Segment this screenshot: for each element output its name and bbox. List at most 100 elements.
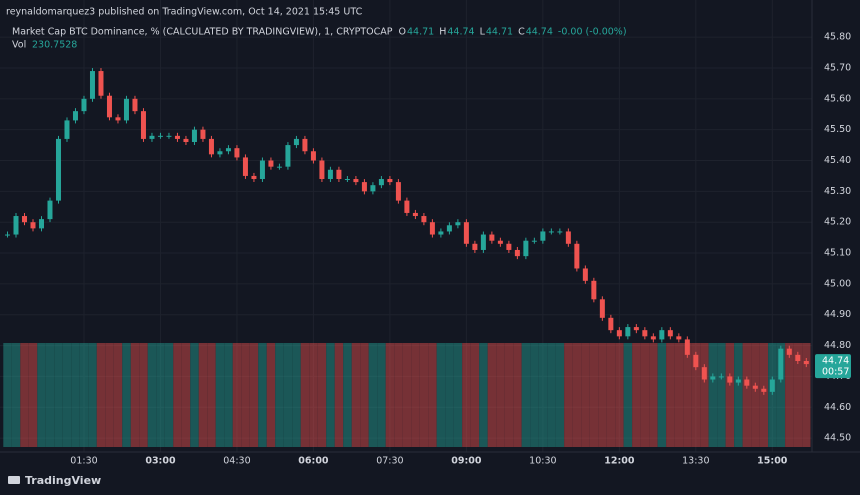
y-tick-label: 45.40 bbox=[824, 155, 851, 166]
candle-body bbox=[285, 145, 291, 167]
volume-bar bbox=[691, 343, 701, 447]
candle-body bbox=[310, 151, 316, 161]
volume-bar bbox=[215, 343, 225, 447]
y-tick-label: 45.80 bbox=[824, 32, 851, 43]
candle-body bbox=[106, 95, 112, 118]
candle-body bbox=[55, 138, 61, 201]
candle-body bbox=[378, 179, 384, 186]
volume-bar bbox=[470, 343, 480, 447]
volume-bar bbox=[666, 343, 675, 447]
volume-bar bbox=[445, 343, 454, 447]
candle-body bbox=[149, 135, 155, 139]
candle-body bbox=[591, 280, 597, 300]
candle-body bbox=[64, 120, 70, 139]
volume-bar bbox=[249, 343, 259, 447]
candle-body bbox=[710, 376, 716, 380]
ohlc-label: L bbox=[480, 27, 486, 38]
candle-body bbox=[565, 231, 571, 244]
price-tag-box bbox=[815, 354, 851, 379]
brand: TradingView bbox=[25, 474, 101, 487]
volume-bar bbox=[3, 343, 12, 447]
x-tick-label: 04:30 bbox=[223, 456, 250, 467]
ohlc-label: H bbox=[439, 27, 446, 38]
candle-body bbox=[72, 111, 78, 121]
volume-bar bbox=[538, 343, 548, 447]
volume-bar bbox=[292, 343, 301, 447]
ohlc-value: 44.71 bbox=[486, 27, 513, 38]
candle-body bbox=[47, 200, 53, 220]
volume-bar bbox=[751, 343, 760, 447]
volume-bar bbox=[130, 343, 140, 447]
y-tick-label: 44.90 bbox=[824, 309, 851, 320]
volume-bar bbox=[708, 343, 718, 447]
footer-logo: TradingView bbox=[8, 474, 101, 487]
candle-body bbox=[625, 327, 631, 337]
volume-bar bbox=[360, 343, 369, 447]
volume-bar bbox=[411, 343, 420, 447]
volume-bar bbox=[453, 343, 463, 447]
volume-bar bbox=[394, 343, 403, 447]
volume-bar bbox=[156, 343, 165, 447]
candle-body bbox=[344, 179, 350, 181]
x-tick-label: 03:00 bbox=[145, 456, 176, 467]
volume-bar bbox=[20, 343, 29, 447]
candle-body bbox=[472, 243, 478, 250]
volume-bar bbox=[521, 343, 531, 447]
candle-body bbox=[574, 243, 580, 269]
candle-body bbox=[302, 138, 308, 152]
candle-body bbox=[659, 330, 665, 340]
ohlc-label: O bbox=[399, 27, 406, 38]
candle-body bbox=[395, 182, 401, 201]
candle-body bbox=[157, 135, 163, 137]
candle-body bbox=[166, 135, 172, 137]
volume-bar bbox=[683, 343, 692, 447]
candle-body bbox=[5, 234, 10, 236]
candle-body bbox=[752, 385, 758, 389]
candle-body bbox=[174, 135, 180, 139]
volume-bar bbox=[615, 343, 624, 447]
volume-bar bbox=[496, 343, 505, 447]
candle-body bbox=[30, 222, 36, 229]
ohlc-value: 44.74 bbox=[526, 27, 553, 38]
volume-bar bbox=[11, 343, 21, 447]
volume-bar bbox=[734, 343, 743, 447]
ohlc-label: C bbox=[518, 27, 525, 38]
candle-body bbox=[506, 243, 512, 250]
candle-body bbox=[642, 330, 648, 337]
volume-bar bbox=[674, 343, 684, 447]
volume-bar bbox=[606, 343, 616, 447]
candle-body bbox=[13, 216, 19, 235]
volume-bar bbox=[504, 343, 514, 447]
volume-bar bbox=[479, 343, 488, 447]
volume-bar bbox=[232, 343, 242, 447]
candle-body bbox=[429, 222, 435, 235]
candle-body bbox=[276, 166, 282, 168]
ohlc-value: 44.71 bbox=[407, 27, 434, 38]
volume-bar bbox=[105, 343, 114, 447]
candle-body bbox=[489, 234, 495, 241]
candle-body bbox=[446, 225, 452, 232]
volume-label: Vol bbox=[12, 40, 26, 51]
y-tick-label: 45.00 bbox=[824, 278, 851, 289]
candle-body bbox=[191, 129, 197, 142]
y-tick-label: 45.70 bbox=[824, 62, 851, 73]
volume-bar bbox=[377, 343, 386, 447]
y-tick-label: 44.60 bbox=[824, 402, 851, 413]
volume-bar bbox=[513, 343, 522, 447]
candle-body bbox=[217, 151, 223, 155]
candle-body bbox=[497, 240, 503, 244]
candle-body bbox=[693, 354, 699, 368]
price-tag-countdown: 00:57 bbox=[822, 367, 849, 378]
candle-body bbox=[480, 234, 486, 250]
volume-bar bbox=[462, 343, 471, 447]
candle-body bbox=[115, 117, 121, 121]
price-tag-value: 44.74 bbox=[822, 356, 849, 367]
volume-bar bbox=[198, 343, 208, 447]
candle-body bbox=[123, 98, 129, 121]
candle-body bbox=[259, 160, 265, 180]
change: -0.00 (-0.00%) bbox=[558, 27, 627, 38]
candle-body bbox=[786, 348, 792, 355]
volume-bar bbox=[300, 343, 310, 447]
